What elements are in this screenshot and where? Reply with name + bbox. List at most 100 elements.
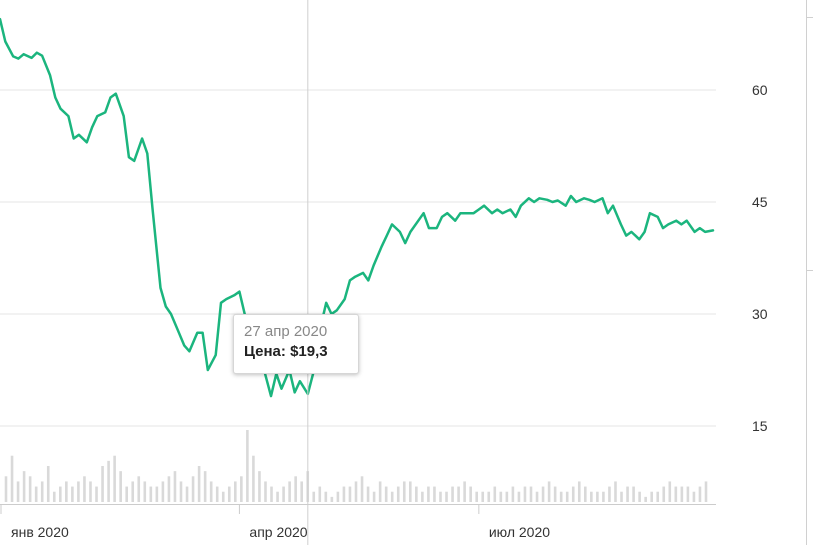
volume-bar [372,491,376,502]
volume-bar [505,491,509,502]
volume-bar [396,486,400,502]
volume-bar [529,486,533,502]
volume-bar [656,491,660,502]
volume-bar [571,486,575,502]
volume-bar [113,455,116,502]
volume-bar [638,491,641,502]
volume-bar [89,481,92,502]
volume-bar [668,481,672,502]
volume-bar [246,430,249,502]
volume-bar [179,481,183,502]
volume-bar [565,491,569,502]
volume-bar [264,481,267,502]
price-series-line[interactable] [0,17,715,398]
volume-bar [366,486,370,502]
volume-bar [487,491,491,502]
volume-bar [360,476,364,502]
volume-bar [155,486,159,502]
volume-bar [240,476,243,502]
volume-bar [469,486,472,502]
volume-bar [185,486,189,502]
volume-bar [71,486,74,502]
volume-bar [324,491,328,502]
volume-bar [4,476,8,502]
volume-bar [463,481,466,502]
y-tick-label: 15 [752,418,768,434]
volume-bar [173,471,177,502]
volume-bar [234,481,237,502]
tooltip-price: Цена: $19,3 [244,341,348,363]
volume-bar [608,486,611,502]
volume-bar [46,466,50,502]
volume-bar [149,486,153,502]
x-axis: янв 2020 апр 2020 июл 2020 [0,504,716,540]
volume-bar [457,486,460,502]
volume-bar [336,491,340,502]
volume-bar [197,466,201,502]
volume-bar [16,481,20,502]
volume-bar [270,486,273,502]
y-tick-label: 60 [752,82,768,98]
volume-bar [52,491,56,502]
volume-bar [161,481,165,502]
volume-bar [632,486,635,502]
volume-bar [644,496,647,502]
volume-bar [131,481,135,502]
volume-bar [493,486,497,502]
volume-bar [10,455,14,502]
volume-bar [390,491,394,502]
y-tick-label: 30 [752,306,768,322]
volume-bar [137,476,141,502]
volume-bar [686,486,690,502]
volume-bar [378,481,382,502]
volume-bar [227,486,231,502]
volume-bar [40,481,44,502]
volume-bar [83,476,86,502]
x-tick-label: янв 2020 [11,524,69,540]
volume-bars [4,430,708,502]
volume-bar [577,481,581,502]
volume-bar [535,491,539,502]
volume-bar [541,486,545,502]
volume-bar [620,491,623,502]
volume-bar [445,491,448,502]
volume-bar [674,486,678,502]
volume-bar [77,481,80,502]
volume-bar [698,486,702,502]
volume-bar [415,486,418,502]
volume-bar [451,486,454,502]
volume-bar [143,481,147,502]
volume-bar [553,486,557,502]
y-tick-label: 45 [752,194,768,210]
volume-bar [294,476,297,502]
volume-bar [288,481,291,502]
volume-bar [215,486,219,502]
volume-bar [65,481,68,502]
volume-bar [481,491,485,502]
volume-bar [692,491,696,502]
volume-bar [402,481,406,502]
volume-bar [584,486,587,502]
volume-bar [614,481,617,502]
volume-bar [119,471,122,502]
volume-bar [523,486,527,502]
price-tooltip: 27 апр 2020 Цена: $19,3 [233,314,359,374]
grid-lines [0,89,716,427]
volume-bar [409,481,412,502]
volume-bar [312,491,316,502]
price-line[interactable] [0,17,715,398]
volume-bar [191,476,195,502]
tooltip-price-label: Цена: [244,343,286,360]
y-axis: 60 45 30 15 [752,82,768,434]
volume-bar [252,455,255,502]
volume-bar [276,491,279,502]
volume-bar [348,486,352,502]
tooltip-date: 27 апр 2020 [244,323,328,340]
volume-bar [59,486,62,502]
volume-bar [650,491,653,502]
volume-bar [433,486,436,502]
volume-bar [300,481,303,502]
volume-bar [354,481,358,502]
volume-bar [203,471,207,502]
